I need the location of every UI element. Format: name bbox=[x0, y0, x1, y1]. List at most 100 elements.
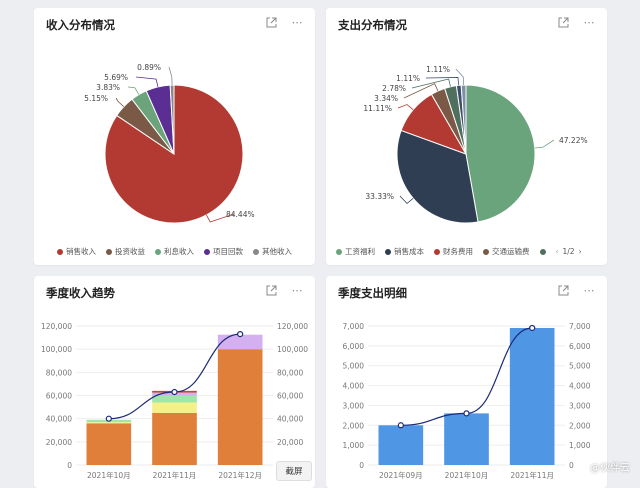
pie-label-line bbox=[115, 97, 125, 108]
legend-label: 销售收入 bbox=[66, 247, 96, 256]
trend-point[interactable] bbox=[529, 324, 536, 332]
bar[interactable] bbox=[444, 413, 489, 465]
pie-data-label: 2.78% bbox=[382, 84, 406, 93]
bar[interactable] bbox=[217, 349, 263, 465]
more-icon[interactable]: ⋯ bbox=[291, 283, 303, 297]
income-legend: 销售收入 投资收益 利息收入 项目回款 其他收入 bbox=[34, 246, 315, 257]
legend-item[interactable]: 投资收益 bbox=[106, 246, 145, 257]
watermark: @伙伴云 bbox=[590, 463, 630, 474]
pie-label-line bbox=[127, 86, 140, 95]
legend-dot bbox=[106, 248, 112, 255]
quarterly-expense-card: 季度支出明细 ⋯ 0 0 1,000 1,000 2,000 2,000 3,000 3,00… bbox=[326, 276, 607, 488]
bar[interactable] bbox=[152, 395, 197, 403]
card-title: 季度支出明细 bbox=[338, 286, 407, 300]
pie-data-label: 1.11% bbox=[396, 74, 420, 83]
card-title: 支出分布情况 bbox=[338, 18, 407, 32]
y2-tick-label: 20,000 bbox=[277, 438, 303, 447]
legend-label: 项目回款 bbox=[213, 247, 243, 256]
legend-item[interactable]: 销售收入 bbox=[57, 246, 96, 257]
pie-label-line bbox=[411, 78, 451, 89]
pie-label-line bbox=[425, 77, 460, 86]
y2-tick-label: 4,000 bbox=[569, 382, 591, 391]
trend-line bbox=[400, 327, 533, 426]
y-tick-label: 60,000 bbox=[46, 392, 72, 401]
y-tick-label: 1,000 bbox=[343, 441, 365, 450]
income-bar-chart: 0020,00020,00040,00040,00060,00060,00080… bbox=[41, 322, 308, 480]
y-tick-label: 100,000 bbox=[41, 345, 72, 354]
more-icon[interactable]: ⋯ bbox=[583, 283, 595, 297]
trend-point[interactable] bbox=[105, 415, 112, 422]
x-tick-label: 2021年11月 bbox=[153, 470, 197, 480]
legend-item[interactable]: 其他收入 bbox=[253, 246, 292, 257]
legend-label: 销售成本 bbox=[394, 247, 424, 256]
chevron-left-icon[interactable]: ‹ bbox=[555, 247, 559, 256]
pie-slice[interactable] bbox=[104, 84, 244, 224]
legend-label: 财务费用 bbox=[443, 247, 473, 256]
y-tick-label: 0 bbox=[359, 461, 364, 470]
y2-tick-label: 40,000 bbox=[277, 415, 303, 424]
legend-item[interactable]: 利息收入 bbox=[155, 246, 194, 257]
pie-label-line bbox=[168, 66, 173, 86]
y-tick-label: 3,000 bbox=[343, 401, 365, 410]
y2-tick-label: 5,000 bbox=[569, 362, 591, 371]
y2-tick-label: 0 bbox=[569, 461, 574, 470]
trend-point[interactable] bbox=[463, 410, 470, 417]
pie-data-label: 33.33% bbox=[365, 192, 394, 201]
x-tick-label: 2021年11月 bbox=[510, 470, 554, 480]
y2-tick-label: 2,000 bbox=[569, 421, 591, 430]
legend-item[interactable]: 交通运输费 bbox=[483, 246, 530, 257]
trend-point[interactable] bbox=[171, 388, 178, 396]
legend-label: 投资收益 bbox=[115, 247, 145, 256]
bar[interactable] bbox=[152, 402, 197, 413]
pie-data-label: 11.11% bbox=[363, 104, 392, 113]
expand-icon[interactable] bbox=[557, 284, 569, 296]
more-icon[interactable]: ⋯ bbox=[583, 15, 595, 29]
pie-data-label: 0.89% bbox=[137, 63, 161, 72]
y2-tick-label: 120,000 bbox=[277, 322, 308, 331]
legend-dot bbox=[336, 248, 342, 255]
bar[interactable] bbox=[217, 334, 263, 350]
bar[interactable] bbox=[86, 423, 132, 465]
trend-point[interactable] bbox=[237, 331, 244, 338]
bar[interactable] bbox=[86, 422, 132, 424]
legend-item[interactable]: 财务费用 bbox=[434, 246, 473, 257]
legend-dot bbox=[253, 248, 259, 255]
trend-point[interactable] bbox=[397, 422, 404, 429]
chevron-right-icon[interactable]: › bbox=[578, 247, 582, 256]
y-tick-label: 2,000 bbox=[343, 421, 365, 430]
pager-label: 1/2 bbox=[562, 247, 575, 256]
income-distribution-card: 收入分布情况 ⋯ 84.44% 5.15% 3.83% 5.69% 0.89% 销售收入… bbox=[34, 8, 315, 265]
y2-tick-label: 3,000 bbox=[569, 401, 591, 410]
pie-data-label: 1.11% bbox=[426, 65, 450, 74]
quarterly-income-card: 季度收入趋势 ⋯ 0020,00020,00040,00040,00060,00… bbox=[34, 276, 315, 488]
legend-dot bbox=[483, 248, 489, 255]
pie-slice[interactable] bbox=[465, 84, 536, 223]
expand-icon[interactable] bbox=[265, 16, 277, 28]
y-tick-label: 6,000 bbox=[343, 342, 365, 351]
legend-item[interactable]: 销售成本 bbox=[385, 246, 424, 257]
pie-label-line bbox=[397, 104, 414, 110]
bar[interactable] bbox=[509, 327, 555, 465]
legend-dot bbox=[434, 248, 440, 255]
bar[interactable] bbox=[378, 425, 424, 465]
expense-bar-chart: 0 0 1,000 1,000 2,000 2,000 3,000 3,000 4,000 4,0… bbox=[343, 322, 591, 480]
pie-slice[interactable] bbox=[169, 84, 175, 155]
pie-data-label: 3.83% bbox=[96, 83, 120, 92]
x-tick-label: 2021年09月 bbox=[379, 470, 423, 480]
legend-item[interactable]: 项目回款 bbox=[204, 246, 243, 257]
y2-tick-label: 60,000 bbox=[277, 392, 303, 401]
more-icon[interactable]: ⋯ bbox=[291, 15, 303, 29]
expand-icon[interactable] bbox=[265, 284, 277, 296]
legend-item[interactable]: 工资福利 bbox=[336, 246, 375, 257]
income-pie-chart: 84.44% 5.15% 3.83%5.69% 0.89% bbox=[84, 63, 255, 224]
pie-data-label: 47.22% bbox=[559, 136, 588, 145]
pie-data-label: 5.15% bbox=[84, 94, 108, 103]
screenshot-button[interactable]: 截屏 bbox=[276, 461, 312, 481]
pie-label-line bbox=[135, 76, 159, 87]
y2-tick-label: 100,000 bbox=[277, 345, 308, 354]
expense-legend: 工资福利 销售成本 财务费用 交通运输费 ‹ 1/2 › bbox=[326, 246, 607, 257]
expand-icon[interactable] bbox=[557, 16, 569, 28]
pie-slice[interactable] bbox=[396, 129, 479, 224]
bar[interactable] bbox=[152, 412, 197, 465]
legend-pager: ‹ 1/2 › bbox=[556, 247, 582, 256]
